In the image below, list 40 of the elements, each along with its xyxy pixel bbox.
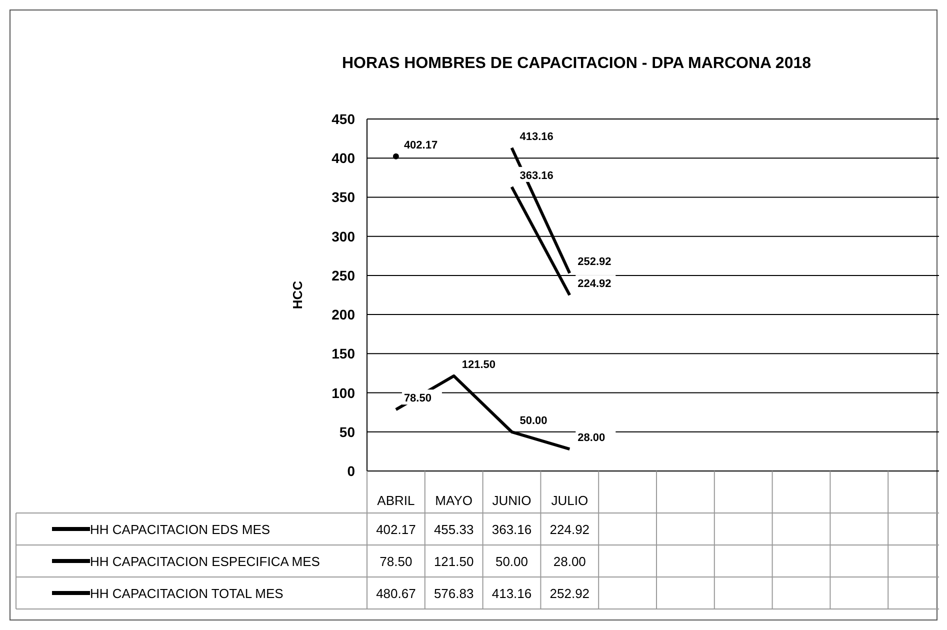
- x-tick-label: MAYO: [435, 493, 473, 508]
- text: 455.33: [434, 522, 474, 537]
- text: 28.00: [578, 432, 606, 444]
- y-tick-label: 450: [332, 111, 356, 127]
- text: 480.67: [376, 586, 416, 601]
- text: 413.16: [520, 130, 554, 143]
- data-label: 78.50: [380, 554, 412, 569]
- data-label: 50.00: [495, 554, 528, 569]
- data-label: 363.16: [492, 522, 532, 537]
- y-tick-label: 150: [332, 346, 356, 362]
- y-tick-label: 100: [332, 384, 356, 401]
- data-label: 28.00: [553, 554, 586, 569]
- y-tick-label: 0: [347, 463, 356, 479]
- legend-label: HH CAPACITACION TOTAL MES: [90, 586, 284, 601]
- chart-title: HORAS HOMBRES DE CAPACITACION - DPA MARCONA 2018: [342, 55, 812, 72]
- x-tick-label: ABRIL: [377, 493, 415, 508]
- y-tick-label: 200: [332, 306, 356, 323]
- legend-label: HH CAPACITACION ESPECIFICA MES: [90, 554, 320, 569]
- text: 224.92: [578, 278, 612, 290]
- text: 78.50: [404, 392, 432, 405]
- data-label: 402.17: [376, 522, 416, 537]
- text: 50.00: [520, 414, 548, 427]
- y-tick-label: 50: [339, 424, 356, 440]
- y-axis-title: HCC: [290, 280, 305, 310]
- text: 363.16: [520, 170, 554, 182]
- text: 252.92: [578, 256, 612, 268]
- data-label: 252.92: [550, 586, 590, 601]
- legend-label: HH CAPACITACION EDS MES: [90, 522, 270, 537]
- y-tick-label: 400: [332, 150, 356, 166]
- y-tick-label: 350: [332, 189, 356, 206]
- text: 121.50: [462, 358, 496, 371]
- text: 576.83: [434, 586, 474, 601]
- data-label: 224.92: [550, 522, 590, 537]
- y-tick-label: 300: [332, 228, 356, 244]
- data-label: 413.16: [492, 586, 532, 601]
- x-tick-label: JUNIO: [492, 493, 532, 508]
- y-tick-label: 250: [332, 267, 356, 284]
- text: 402.17: [404, 139, 438, 152]
- data-label: 121.50: [434, 554, 474, 569]
- x-tick-label: JULIO: [551, 493, 588, 508]
